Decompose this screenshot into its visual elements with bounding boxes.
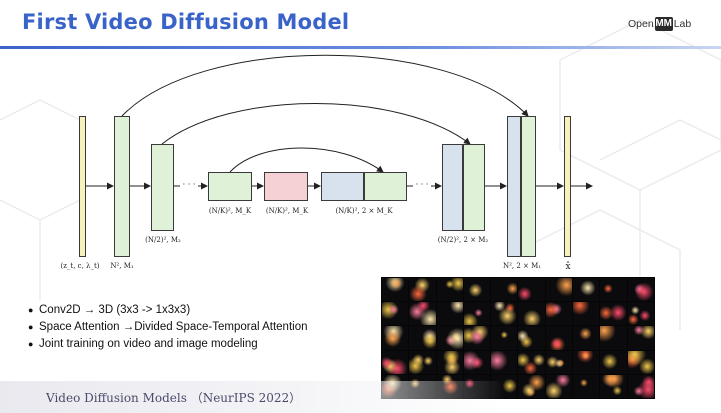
logo-text-lab: Lab	[673, 18, 692, 30]
video-frame-thumbnail	[436, 350, 463, 374]
video-frame-thumbnail	[491, 326, 518, 350]
logo-mark: MM	[654, 17, 673, 31]
bullet-text: Conv2D → 3D (3x3 -> 1x3x3)	[39, 304, 191, 316]
video-frame-thumbnail	[409, 302, 436, 326]
video-frame-thumbnail	[518, 278, 545, 302]
logo-text-open: Open	[628, 18, 654, 30]
video-frame-thumbnail	[545, 278, 573, 302]
citation-text: Video Diffusion Models （NeurIPS 2022）	[46, 391, 302, 405]
video-frame-thumbnail	[627, 350, 654, 374]
output-block	[564, 116, 571, 257]
ellipsis-left: · · ·	[182, 180, 196, 189]
video-frame-thumbnail	[382, 302, 409, 326]
video-frame-thumbnail	[491, 302, 518, 326]
video-frame-thumbnail	[463, 302, 491, 326]
encoder-block-2	[151, 144, 174, 231]
label-dec-1: N², 2 × M₁	[502, 262, 542, 270]
bullet-text: Space Attention →Divided Space-Temporal …	[39, 321, 308, 333]
video-frame-thumbnail	[382, 350, 409, 374]
video-frame-thumbnail	[518, 326, 545, 350]
video-frame-thumbnail	[545, 326, 573, 350]
bullet-item: ● Conv2D → 3D (3x3 -> 1x3x3)	[28, 302, 308, 319]
video-frame-thumbnail	[627, 326, 654, 350]
label-dec-k: (N/K)², 2 × M_K	[335, 207, 393, 215]
video-frame-thumbnail	[409, 350, 436, 374]
skip-arc-inner	[229, 147, 384, 173]
video-frame-thumbnail	[518, 350, 545, 374]
decoder-block-2-skip	[442, 144, 463, 231]
video-frame-thumbnail	[600, 326, 627, 350]
video-frame-thumbnail	[573, 350, 600, 374]
video-frame-thumbnail	[463, 326, 491, 350]
bullet-item: ● Joint training on video and image model…	[28, 336, 308, 353]
video-frame-thumbnail	[600, 278, 627, 302]
video-frame-thumbnail	[573, 326, 600, 350]
video-frame-thumbnail	[600, 302, 627, 326]
bullet-dot-icon: ●	[28, 305, 34, 315]
decoder-block-k	[364, 172, 407, 201]
video-frame-thumbnail	[627, 302, 654, 326]
video-frame-thumbnail	[436, 278, 463, 302]
unet-diagram: · · · · · · (z_t, c, λ_t) N², M₁ (N/2)²,…	[0, 50, 721, 280]
video-frame-thumbnail	[463, 350, 491, 374]
key-points-list: ● Conv2D → 3D (3x3 -> 1x3x3) ● Space Atten…	[28, 302, 308, 353]
decoder-block-1	[521, 116, 536, 257]
video-frame-thumbnail	[545, 350, 573, 374]
video-frame-thumbnail	[409, 326, 436, 350]
video-frame-thumbnail	[600, 350, 627, 374]
video-frame-thumbnail	[545, 302, 573, 326]
skip-arc-middle	[161, 103, 471, 145]
diagram-connections	[86, 54, 593, 190]
bullet-item: ● Space Attention →Divided Space-Temporal…	[28, 319, 308, 336]
page-title: First Video Diffusion Model	[22, 10, 350, 34]
label-input: (z_t, c, λ_t)	[60, 262, 100, 270]
video-frame-thumbnail	[382, 326, 409, 350]
footer-bar	[0, 381, 721, 413]
bullet-dot-icon: ●	[28, 339, 34, 349]
middle-block	[264, 172, 308, 201]
video-frame-thumbnail	[409, 278, 436, 302]
decoder-block-1-skip	[507, 116, 521, 257]
video-frame-thumbnail	[436, 326, 463, 350]
video-frame-thumbnail	[573, 302, 600, 326]
input-block	[79, 116, 86, 257]
label-enc-k: (N/K)², M_K	[208, 207, 252, 215]
bullet-text: Joint training on video and image modeli…	[39, 338, 258, 350]
decoder-block-2	[463, 144, 485, 231]
encoder-block-k	[208, 172, 252, 201]
label-mid: (N/K)², M_K	[265, 207, 309, 215]
title-underline	[0, 46, 721, 49]
video-frame-thumbnail	[491, 278, 518, 302]
video-frame-thumbnail	[573, 278, 600, 302]
skip-arc-outer	[121, 54, 529, 117]
label-enc-2: (N/2)², M₂	[145, 236, 181, 244]
label-output: x̂	[565, 262, 571, 272]
bullet-dot-icon: ●	[28, 322, 34, 332]
label-enc-1: N², M₁	[110, 262, 134, 270]
encoder-block-1	[114, 116, 130, 257]
video-frame-thumbnail	[436, 302, 463, 326]
ellipsis-right: · · ·	[415, 180, 429, 189]
video-frame-thumbnail	[491, 350, 518, 374]
video-frame-thumbnail	[518, 302, 545, 326]
openmmlab-logo: Open MM Lab	[628, 14, 691, 34]
video-frame-thumbnail	[627, 278, 654, 302]
video-frame-thumbnail	[463, 278, 491, 302]
video-frame-thumbnail	[382, 278, 409, 302]
decoder-block-k-skip	[321, 172, 364, 201]
label-dec-2: (N/2)², 2 × M₂	[437, 236, 489, 244]
